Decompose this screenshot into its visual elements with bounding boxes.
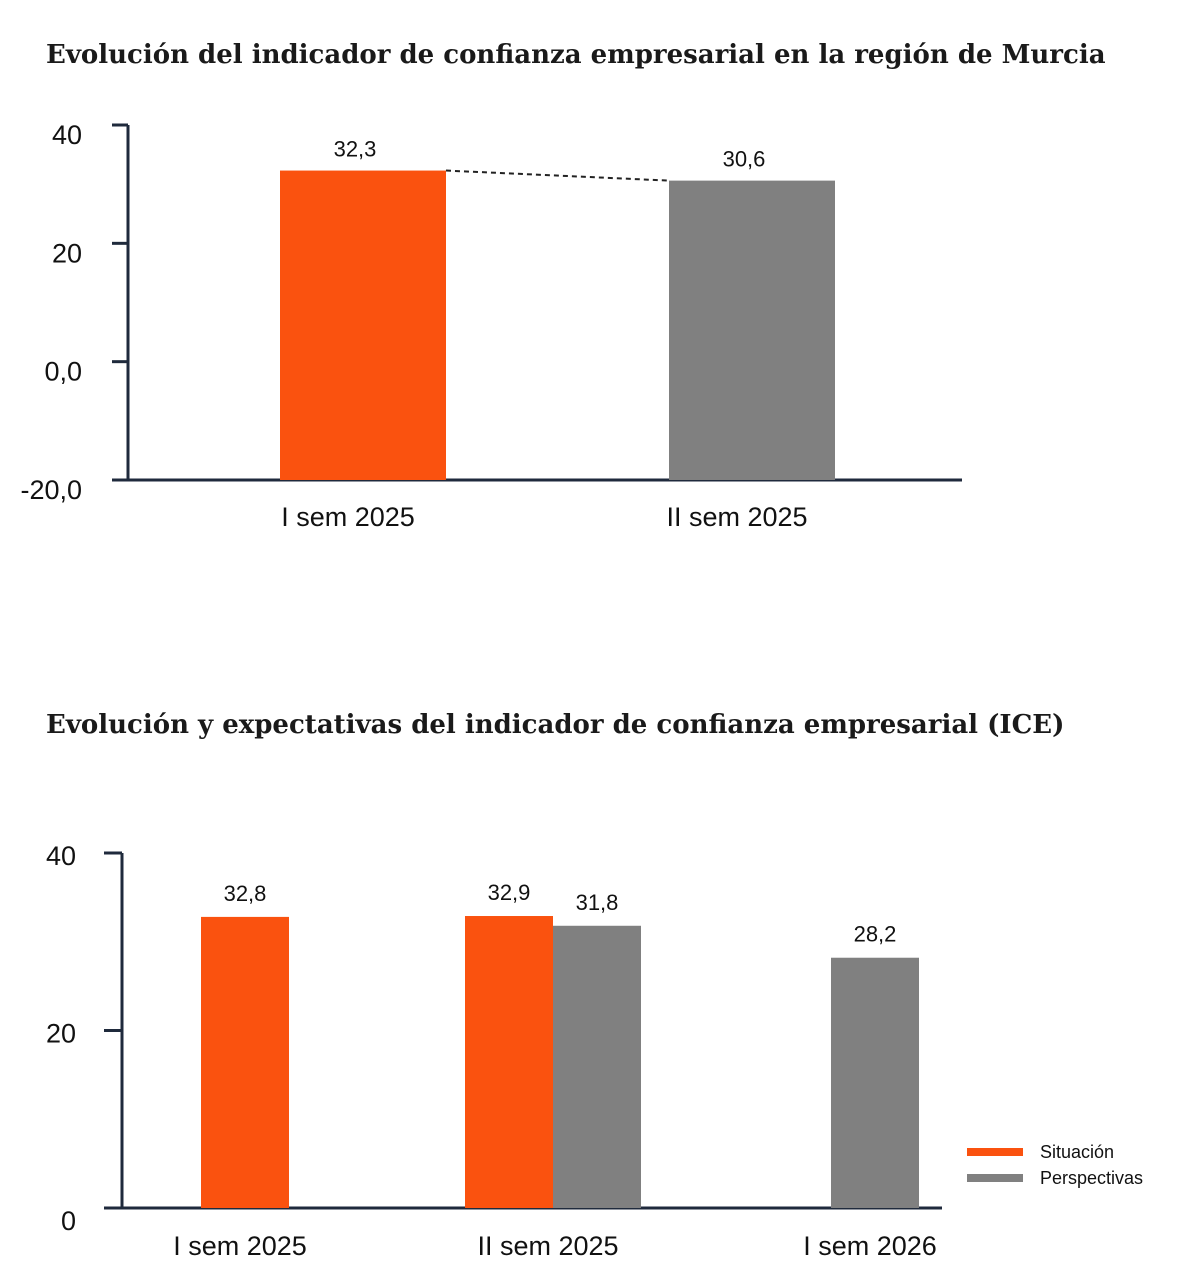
- legend-label: Situación: [1040, 1142, 1114, 1162]
- y-tick-label: 0,0: [44, 357, 82, 387]
- chart2-plot: 40 20 0 32,8 I sem 2025 32,9 31,8 II sem 2025 28…: [46, 841, 1143, 1261]
- y-tick-label: 0: [61, 1206, 76, 1236]
- category-label: I sem 2025: [173, 1231, 307, 1261]
- bar-situación-2: [465, 916, 553, 1208]
- legend-label: Perspectivas: [1040, 1168, 1143, 1188]
- y-tick-label: 40: [52, 120, 82, 150]
- chart1-plot: 40 20 0,0 -20,0 32,3 I sem 2025 30,6 II sem 202…: [20, 120, 962, 532]
- category-label: II sem 2025: [477, 1231, 618, 1261]
- y-tick-label: -20,0: [20, 475, 82, 505]
- bar-perspectivas-2: [553, 925, 641, 1208]
- value-label: 32,8: [224, 881, 267, 906]
- value-label: 32,9: [488, 880, 531, 905]
- bar-situación-1: [201, 916, 289, 1208]
- y-tick-label: 20: [46, 1019, 76, 1049]
- legend-swatch-perspectivas: [967, 1174, 1023, 1182]
- category-label: I sem 2026: [803, 1231, 937, 1261]
- value-label: 30,6: [723, 147, 766, 172]
- y-tick-label: 40: [46, 841, 76, 871]
- chart2-title: Evolución y expectativas del indicador d…: [46, 710, 1065, 740]
- value-label: 31,8: [576, 890, 619, 915]
- connector-line: [445, 169, 670, 182]
- value-label: 32,3: [334, 137, 377, 162]
- y-tick-label: 20: [52, 238, 82, 268]
- bar-2: [669, 180, 835, 480]
- legend-swatch-situación: [967, 1148, 1023, 1156]
- bar-perspectivas-3: [831, 957, 919, 1208]
- chart1-title: Evolución del indicador de confianza emp…: [46, 40, 1106, 70]
- value-label: 28,2: [854, 922, 897, 947]
- category-label: II sem 2025: [666, 502, 807, 532]
- category-label: I sem 2025: [281, 502, 415, 532]
- bar-1: [280, 170, 446, 480]
